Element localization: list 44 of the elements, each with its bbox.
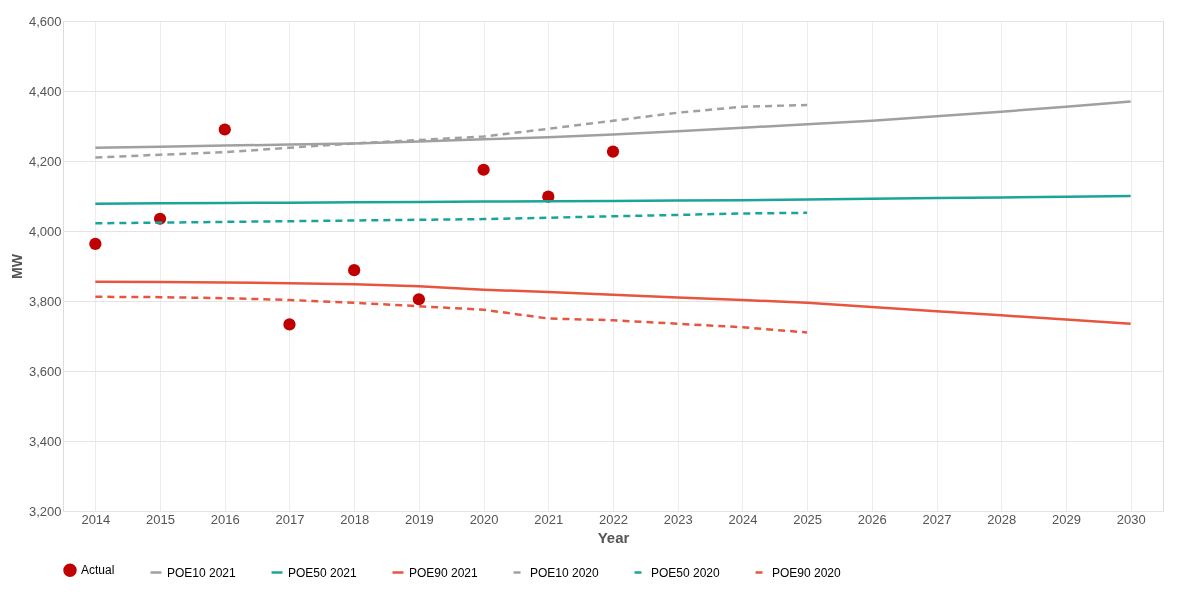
legend-label: Actual	[81, 563, 115, 578]
x-tick-label: 2022	[599, 511, 628, 527]
y-tick-label: 4,600	[28, 13, 62, 29]
y-tick-label: 3,200	[28, 503, 62, 519]
legend-label: POE50 2020	[651, 565, 721, 580]
legend-label: POE90 2021	[409, 565, 479, 580]
point	[89, 237, 102, 251]
x-tick-label: 2024	[728, 511, 758, 527]
y-axis-title: MW	[8, 253, 25, 279]
line-series	[94, 295, 809, 334]
x-tick-label: 2021	[534, 511, 564, 527]
legend-label: POE50 2021	[288, 565, 358, 580]
x-tick-label: 2025	[793, 511, 823, 527]
x-tick-label: 2027	[922, 511, 952, 527]
x-tick-label: 2018	[340, 511, 370, 527]
y-tick-label: 3,800	[28, 293, 62, 309]
y-tick-label: 3,400	[28, 433, 62, 449]
x-axis-title: Year	[597, 528, 630, 546]
legend-label: POE10 2021	[167, 565, 237, 580]
legend-label: POE10 2020	[530, 565, 600, 580]
y-tick-label: 4,000	[28, 223, 62, 239]
x-tick-label: 2026	[857, 511, 887, 527]
y-tick-label: 3,600	[28, 363, 62, 379]
point	[283, 318, 296, 331]
x-tick-label: 2029	[1051, 511, 1081, 527]
point	[412, 293, 426, 306]
x-tick-label: 2017	[275, 511, 305, 527]
x-tick-label: 2016	[210, 511, 240, 527]
x-tick-label: 2019	[404, 511, 434, 527]
x-tick-label: 2020	[469, 511, 499, 527]
x-tick-label: 2028	[987, 511, 1017, 527]
point	[218, 123, 231, 136]
point	[477, 163, 490, 176]
line-series	[94, 211, 809, 225]
x-tick-label: 2023	[663, 511, 693, 527]
point	[348, 264, 361, 277]
line-series	[94, 280, 1132, 325]
point	[606, 145, 620, 158]
x-tick-label: 2015	[146, 511, 176, 527]
legend-label: POE90 2020	[772, 565, 842, 580]
x-tick-label: 2014	[81, 511, 111, 527]
y-tick-label: 4,200	[28, 153, 62, 169]
y-tick-label: 4,400	[28, 83, 62, 99]
x-tick-label: 2030	[1116, 511, 1146, 527]
